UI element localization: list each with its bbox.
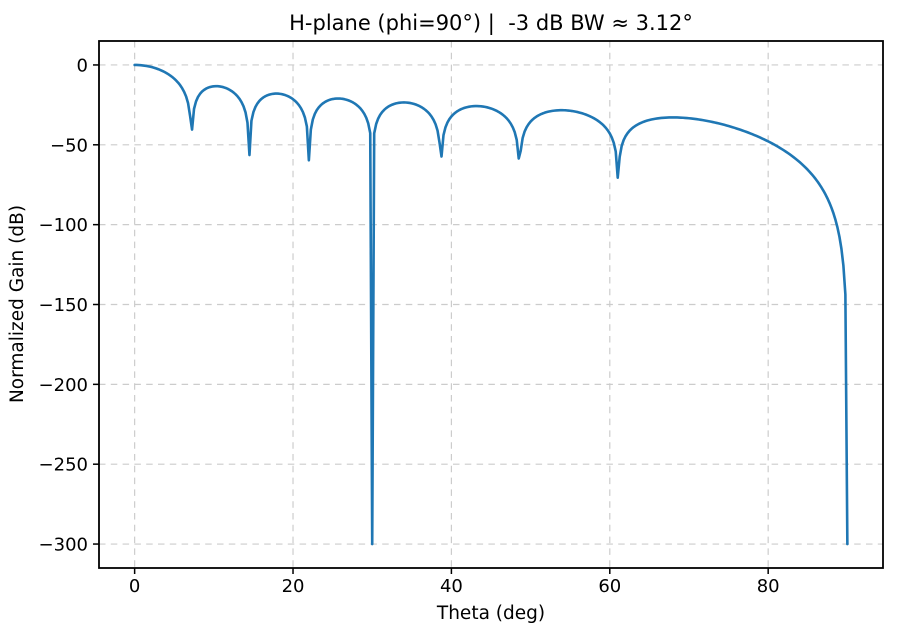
chart-title: H-plane (phi=90°) | -3 dB BW ≈ 3.12° (289, 11, 693, 36)
gain-curve (133, 63, 849, 546)
y-tick-label: 0 (77, 55, 88, 76)
grid-lines (99, 41, 883, 568)
y-tick-labels: 0 −50 −100 −150 −200 −250 −300 (39, 55, 88, 555)
y-tick-label: −300 (39, 535, 88, 556)
y-tick-label: −250 (39, 455, 88, 476)
y-tick-label: −50 (50, 135, 88, 156)
x-tick-label: 40 (440, 576, 463, 597)
x-axis-label: Theta (deg) (436, 603, 545, 624)
x-tick-label: 0 (129, 576, 140, 597)
x-tick-labels: 0 20 40 60 80 (129, 576, 780, 597)
x-tick-label: 60 (598, 576, 621, 597)
x-tick-label: 20 (282, 576, 305, 597)
y-tick-label: −150 (39, 295, 88, 316)
axis-tick-marks (93, 64, 769, 574)
x-tick-label: 80 (757, 576, 780, 597)
y-tick-label: −100 (39, 215, 88, 236)
y-axis-label: Normalized Gain (dB) (7, 205, 28, 403)
y-tick-label: −200 (39, 375, 88, 396)
